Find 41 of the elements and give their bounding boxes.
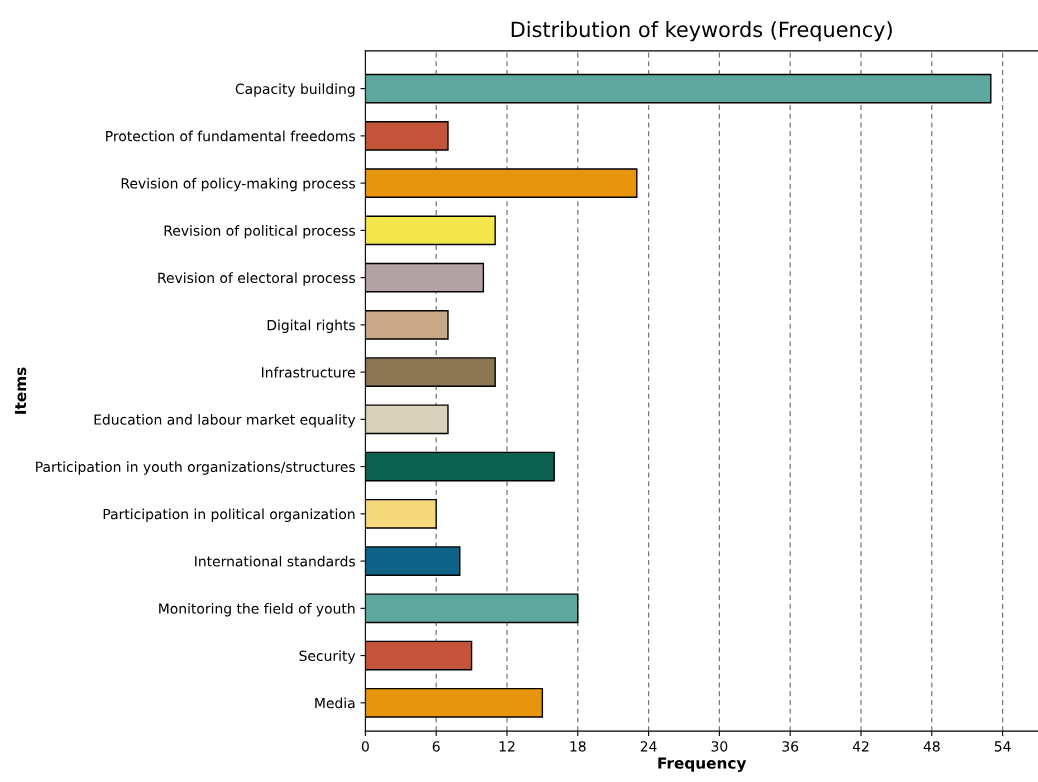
- bar: [365, 687, 544, 718]
- y-tick-label: Security: [299, 650, 356, 664]
- bar: [365, 357, 496, 387]
- x-tick-label: 0: [361, 741, 369, 752]
- x-tick-label: 48: [923, 741, 940, 752]
- bar: [365, 546, 461, 576]
- y-tick-label: Revision of political process: [164, 225, 355, 239]
- bar: [365, 121, 449, 151]
- x-tick-label: 12: [499, 741, 515, 752]
- bar: [365, 168, 638, 198]
- bar: [365, 215, 496, 246]
- y-tick-label: Protection of fundamental freedoms: [106, 130, 355, 142]
- y-tick-label: Education and labour market equality: [94, 414, 356, 428]
- x-tick-label: 42: [852, 741, 869, 752]
- y-tick-label: Participation in political organization: [103, 508, 355, 522]
- y-tick-label: Revision of electoral process: [158, 272, 355, 286]
- y-tick-label: Infrastructure: [261, 366, 355, 378]
- x-axis-title: Frequency: [658, 757, 747, 772]
- y-tick-label: International standards: [195, 555, 355, 567]
- y-tick-label: Media: [315, 697, 355, 709]
- y-tick-label: Digital rights: [267, 319, 355, 334]
- bar: [365, 593, 579, 624]
- y-tick-label: Capacity building: [235, 83, 355, 97]
- y-tick-label: Participation in youth organizations/structures: [36, 461, 355, 475]
- x-tick-label: 18: [570, 741, 586, 752]
- x-tick-label: 6: [432, 741, 440, 752]
- x-tick-label: 30: [711, 741, 728, 752]
- bar: [365, 640, 473, 671]
- bar: [365, 309, 449, 340]
- chart-title: Distribution of keywords (Frequency): [511, 21, 892, 42]
- bar: [365, 73, 992, 104]
- bar: [365, 498, 437, 529]
- x-tick-label: 36: [782, 741, 799, 752]
- y-tick-label: Monitoring the field of youth: [159, 603, 355, 617]
- bar: [365, 451, 555, 482]
- bar: [365, 404, 449, 435]
- bar: [365, 262, 485, 293]
- y-axis-title: Items: [14, 367, 27, 414]
- x-tick-label: 54: [994, 741, 1011, 752]
- y-tick-label: Revision of policy-making process: [121, 177, 355, 192]
- x-tick-label: 24: [640, 741, 657, 752]
